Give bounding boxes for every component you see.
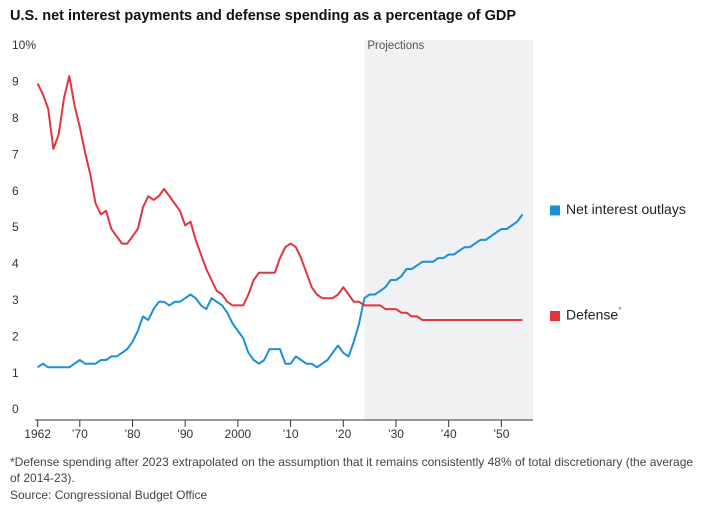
- x-tick-label: 1962: [24, 427, 51, 441]
- legend-label: Net interest outlays: [566, 201, 686, 217]
- legend-swatch: [550, 311, 560, 321]
- y-tick-label: 0: [12, 402, 19, 416]
- legend-swatch: [550, 205, 560, 216]
- x-tick-label: 2000: [225, 427, 252, 441]
- y-tick-label: 4: [12, 257, 19, 271]
- line-series: [37, 213, 524, 369]
- x-tick-label: ’70: [72, 427, 88, 441]
- x-tick-label: ’10: [283, 427, 299, 441]
- footnote: *Defense spending after 2023 extrapolate…: [10, 455, 693, 485]
- y-tick-label: 1: [12, 366, 19, 380]
- x-tick-label: ’90: [177, 427, 193, 441]
- y-tick-label: 6: [12, 184, 19, 198]
- x-tick-label: ’80: [124, 427, 140, 441]
- y-tick-label: 7: [12, 147, 19, 161]
- y-tick-label: 8: [12, 111, 19, 125]
- y-tick-label: 5: [12, 220, 19, 234]
- x-tick-label: ’20: [335, 427, 351, 441]
- line-series: [36, 75, 523, 321]
- x-tick-label: ’30: [388, 427, 404, 441]
- source: Source: Congressional Budget Office: [10, 488, 208, 502]
- annotation: Projections: [367, 40, 424, 52]
- projection-shade: [364, 40, 533, 420]
- x-tick-label: ’50: [493, 427, 509, 441]
- y-tick-label: 10%: [12, 38, 36, 52]
- legend-label: Defense*: [566, 305, 622, 322]
- x-tick-label: ’40: [441, 427, 457, 441]
- y-tick-label: 3: [12, 293, 19, 307]
- chart-title: U.S. net interest payments and defense s…: [10, 8, 516, 24]
- y-tick-label: 9: [12, 75, 19, 89]
- legend-marker: *: [618, 305, 622, 315]
- y-tick-label: 2: [12, 329, 19, 343]
